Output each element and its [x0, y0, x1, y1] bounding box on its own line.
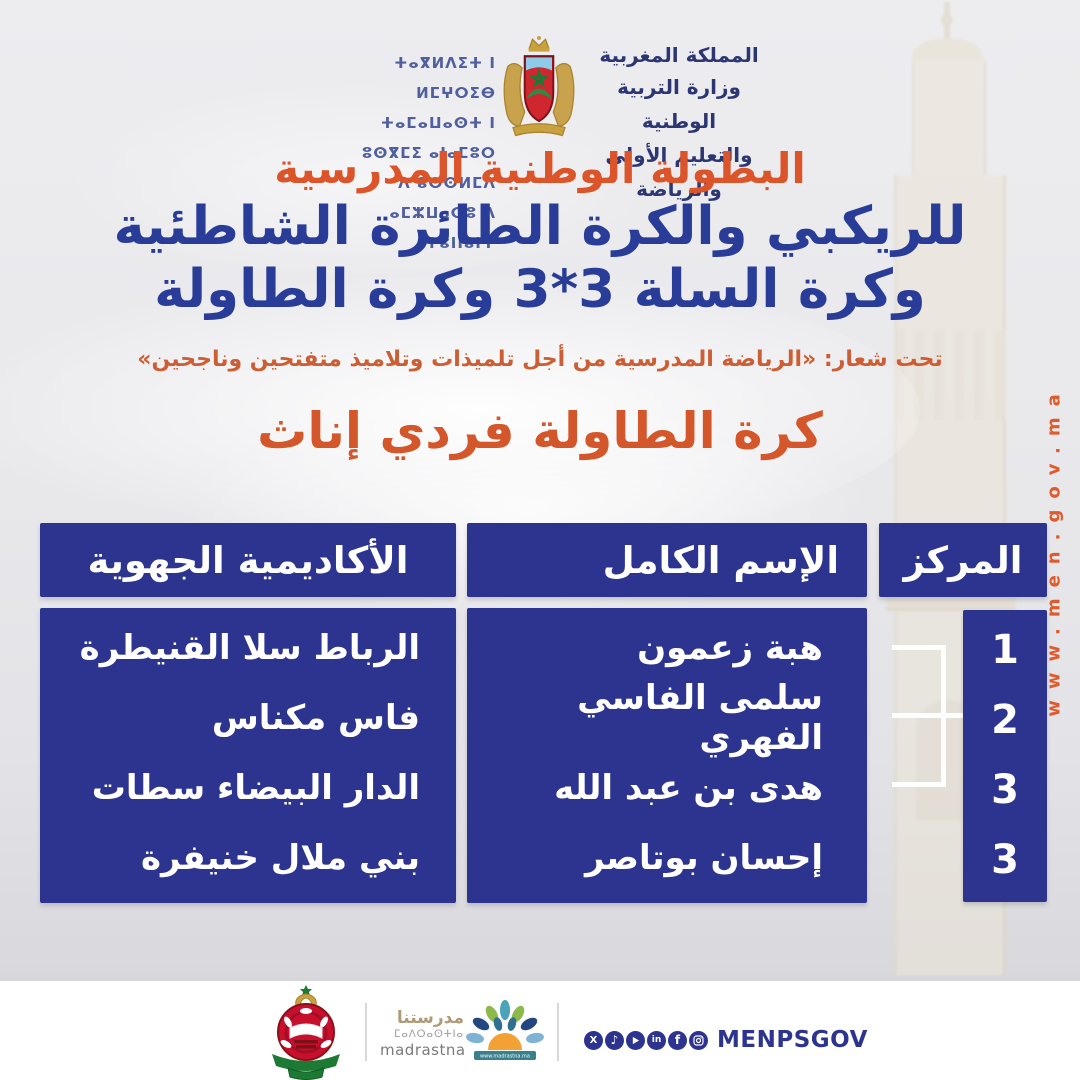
kingdom-name: المملكة المغربية [599, 43, 759, 67]
rank-column: 1 2 3 3 [963, 610, 1047, 902]
rank-row-1: 1 [991, 627, 1019, 673]
x-glyph: X [589, 1034, 598, 1046]
school-sports-federation-crest [272, 985, 340, 1080]
bracket-line-rank3 [892, 782, 946, 787]
madrastna-latin: madrastna [380, 1041, 466, 1059]
rank-row-3: 3 [991, 767, 1019, 813]
tifinagh-line-1: ⵜⴰⴳⵍⴷⵉⵜ ⵏ ⵍⵎⵖⵔⵉⴱ [394, 54, 496, 102]
ministry-website-url: www.men.gov.ma [1043, 383, 1065, 717]
column-header-rank: المركز [879, 523, 1047, 597]
footer-white-band [0, 981, 1080, 1080]
madrastna-tifinagh: ⵎⴰⴷⵔⴰⵙⵜⵏⴰ [394, 1029, 464, 1040]
bracket-vertical-line [941, 645, 946, 787]
social-media-row: X ♪ in f MENPSGOV [584, 1027, 868, 1053]
academy-row-1: الرباط سلا القنيطرة [79, 628, 420, 668]
bracket-line-rank1 [892, 645, 946, 650]
tifinagh-ministry-text: ⵜⴰⴳⵍⴷⵉⵜ ⵏ ⵍⵎⵖⵔⵉⴱ ⵜⴰⵎⴰⵡⴰⵙⵜ ⵏ ⵓⵙⴳⵎⵉ ⴰⵏⴰⵎⵓⵔ… [318, 48, 496, 258]
rank-row-2: 2 [991, 697, 1019, 743]
event-title: كرة الطاولة فردي إناث [257, 402, 823, 460]
championship-subtitle-line-1: للريكبي والكرة الطائرة الشاطئية [113, 196, 967, 257]
championship-slogan: تحت شعار: «الرياضة المدرسية من أجل تلميذ… [137, 347, 943, 372]
column-header-academy: الأكاديمية الجهوية [40, 523, 456, 597]
championship-subtitle-line-2: وكرة السلة 3*3 وكرة الطاولة [154, 259, 926, 320]
tifinagh-line-3: ⴷ ⵓⵙⵙⵍⵎⴷ ⴰⵎⵣⵡⴰⵔⵓ ⴷ ⵜⵓⵏⵏⵓⵏⵜ [389, 174, 496, 252]
tifinagh-line-2: ⵜⴰⵎⴰⵡⴰⵙⵜ ⵏ ⵓⵙⴳⵎⵉ ⴰⵏⴰⵎⵓⵔ [361, 114, 496, 162]
tiktok-glyph: ♪ [610, 1033, 619, 1047]
facebook-glyph: f [674, 1033, 681, 1047]
rank-row-4: 3 [991, 837, 1019, 883]
ministry-name-arabic: المملكة المغربية وزارة التربية الوطنية و… [584, 40, 774, 206]
academy-row-4: بني ملال خنيفرة [140, 838, 420, 878]
column-header-full-name: الإسم الكامل [467, 523, 867, 597]
madrastna-flower-icon: www.madrastna.ma [466, 1000, 544, 1060]
svg-text:www.madrastna.ma: www.madrastna.ma [480, 1054, 530, 1060]
ministry-name-line-1: وزارة التربية الوطنية [617, 75, 741, 133]
youtube-icon [626, 1030, 645, 1050]
facebook-icon: f [668, 1030, 687, 1050]
instagram-icon [689, 1030, 708, 1050]
tiktok-icon: ♪ [605, 1030, 624, 1050]
footer-separator [365, 1003, 367, 1061]
name-row-4: إحسان بوتاصر [585, 838, 823, 878]
madrastna-logo-text: مدرستنا ⵎⴰⴷⵔⴰⵙⵜⵏⴰ madrastna [380, 1008, 466, 1059]
social-handle: MENPSGOV [717, 1027, 868, 1053]
footer-separator [557, 1003, 559, 1061]
linkedin-icon: in [647, 1030, 666, 1050]
ministry-name-line-2: والتعليم الأولي والرياضة [605, 143, 753, 201]
linkedin-glyph: in [651, 1035, 662, 1045]
academy-column: الرباط سلا القنيطرة فاس مكناس الدار البي… [40, 608, 456, 903]
morocco-coat-of-arms-icon [503, 36, 575, 137]
championship-title: البطولة الوطنية المدرسية [274, 144, 806, 193]
x-icon: X [584, 1030, 603, 1050]
name-row-3: هدى بن عبد الله [554, 768, 823, 808]
academy-row-2: فاس مكناس [211, 698, 420, 738]
academy-row-3: الدار البيضاء سطات [91, 768, 420, 808]
madrastna-arabic: مدرستنا [396, 1008, 464, 1028]
name-row-2: سلمى الفاسي الفهري [577, 678, 823, 758]
name-column: هبة زعمون سلمى الفاسي الفهري هدى بن عبد … [467, 608, 867, 903]
bracket-line-rank2 [892, 713, 963, 718]
name-row-1: هبة زعمون [637, 628, 823, 668]
